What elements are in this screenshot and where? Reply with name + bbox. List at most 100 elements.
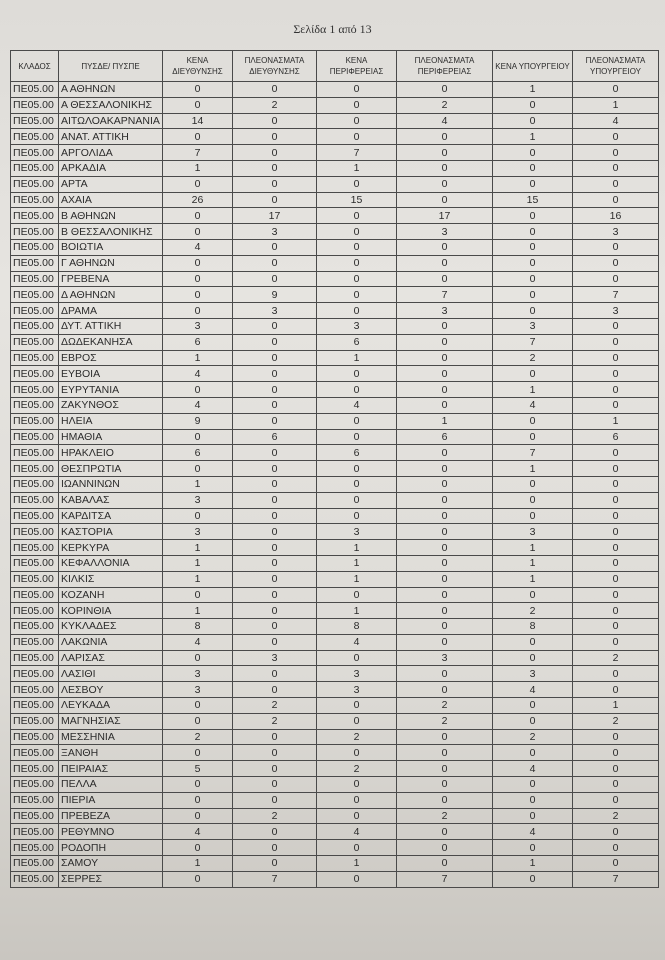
text-cell: ΛΕΣΒΟΥ (58, 681, 163, 699)
text-cell: ΠΕ05.00 (10, 159, 59, 177)
number-cell: 0 (572, 665, 659, 683)
number-cell: 3 (232, 223, 317, 240)
text-cell: ΑΧΑΙΑ (58, 191, 163, 209)
number-cell: 0 (162, 839, 233, 857)
text-cell: ΠΕ05.00 (10, 554, 59, 572)
number-cell: 0 (232, 144, 317, 161)
number-cell: 0 (396, 523, 493, 541)
number-cell: 0 (492, 207, 573, 225)
number-cell: 6 (316, 444, 397, 462)
number-cell: 0 (396, 744, 493, 762)
number-cell: 2 (232, 712, 317, 730)
table-row: ΠΕ05.00 ΛΕΣΒΟΥ 3 0 3 0 4 0 (10, 681, 659, 699)
number-cell: 0 (162, 96, 233, 114)
number-cell: 0 (232, 539, 317, 556)
table-row: ΠΕ05.00 Α ΘΕΣΣΑΛΟΝΙΚΗΣ 0 2 0 2 0 1 (10, 96, 659, 114)
number-cell: 0 (396, 175, 493, 193)
text-cell: ΠΕ05.00 (10, 365, 59, 383)
number-cell: 1 (492, 460, 573, 477)
number-cell: 2 (492, 728, 573, 746)
number-cell: 0 (396, 570, 493, 588)
table-row: ΠΕ05.00 ΛΑΚΩΝΙΑ 4 0 4 0 0 0 (10, 633, 659, 651)
table-row: ΠΕ05.00 ΑΝΑΤ. ΑΤΤΙΚΗ 0 0 0 0 1 0 (10, 128, 659, 146)
text-cell: ΠΕ05.00 (10, 507, 59, 525)
text-cell: ΔΡΑΜΑ (58, 302, 163, 319)
text-cell: ΗΡΑΚΛΕΙΟ (58, 444, 163, 462)
number-cell: 15 (316, 191, 397, 209)
text-cell: ΙΩΑΝΝΙΝΩΝ (58, 475, 163, 493)
number-cell: 1 (572, 697, 659, 714)
number-cell: 2 (492, 349, 573, 367)
number-cell: 3 (162, 317, 233, 335)
number-cell: 1 (316, 349, 397, 367)
number-cell: 2 (492, 602, 573, 620)
text-cell: ΔΩΔΕΚΑΝΗΣΑ (58, 333, 163, 351)
text-cell: ΠΕ05.00 (10, 112, 59, 130)
number-cell: 0 (572, 238, 659, 256)
number-cell: 0 (396, 681, 493, 699)
number-cell: 2 (572, 807, 659, 825)
table-row: ΠΕ05.00 ΚΕΦΑΛΛΟΝΙΑ 1 0 1 0 1 0 (10, 554, 659, 572)
number-cell: 0 (316, 238, 397, 256)
number-cell: 1 (492, 81, 573, 98)
text-cell: ΠΕ05.00 (10, 776, 59, 793)
text-cell: ΠΕ05.00 (10, 602, 59, 620)
number-cell: 0 (572, 191, 659, 209)
text-cell: ΚΑΣΤΟΡΙΑ (58, 523, 163, 541)
text-cell: ΞΑΝΘΗ (58, 744, 163, 762)
table-row: ΠΕ05.00 ΡΟΔΟΠΗ 0 0 0 0 0 0 (10, 839, 659, 857)
text-cell: ΠΕ05.00 (10, 870, 59, 888)
number-cell: 0 (232, 191, 317, 209)
text-cell: ΠΕ05.00 (10, 81, 59, 98)
table-row: ΠΕ05.00 ΠΡΕΒΕΖΑ 0 2 0 2 0 2 (10, 807, 659, 825)
number-cell: 0 (396, 81, 493, 98)
number-cell: 3 (572, 223, 659, 240)
table-row: ΠΕ05.00 ΓΡΕΒΕΝΑ 0 0 0 0 0 0 (10, 270, 659, 288)
table-row: ΠΕ05.00 ΚΑΒΑΛΑΣ 3 0 0 0 0 0 (10, 491, 659, 509)
number-cell: 0 (162, 175, 233, 193)
number-cell: 0 (232, 396, 317, 414)
text-cell: ΡΟΔΟΠΗ (58, 839, 163, 857)
number-cell: 2 (232, 697, 317, 714)
number-cell: 0 (162, 381, 233, 398)
text-cell: ΠΕ05.00 (10, 539, 59, 556)
number-cell: 7 (572, 870, 659, 888)
number-cell: 16 (572, 207, 659, 225)
number-cell: 3 (396, 649, 493, 667)
number-cell: 3 (492, 665, 573, 683)
text-cell: ΠΕ05.00 (10, 839, 59, 857)
number-cell: 0 (162, 207, 233, 225)
number-cell: 3 (232, 302, 317, 319)
number-cell: 6 (232, 428, 317, 446)
text-cell: ΕΒΡΟΣ (58, 349, 163, 367)
number-cell: 4 (316, 396, 397, 414)
number-cell: 3 (162, 491, 233, 509)
text-cell: ΓΡΕΒΕΝΑ (58, 270, 163, 288)
number-cell: 0 (572, 475, 659, 493)
number-cell: 0 (162, 807, 233, 825)
text-cell: ΠΕ05.00 (10, 191, 59, 209)
number-cell: 0 (316, 175, 397, 193)
number-cell: 0 (316, 207, 397, 225)
number-cell: 0 (572, 333, 659, 351)
number-cell: 0 (492, 270, 573, 288)
text-cell: ΠΕ05.00 (10, 475, 59, 493)
table-row: ΠΕ05.00 ΚΙΛΚΙΣ 1 0 1 0 1 0 (10, 570, 659, 588)
text-cell: ΠΕ05.00 (10, 144, 59, 161)
table-row: ΠΕ05.00 ΡΕΘΥΜΝΟ 4 0 4 0 4 0 (10, 823, 659, 841)
table-row: ΠΕ05.00 ΚΟΡΙΝΘΙΑ 1 0 1 0 2 0 (10, 602, 659, 620)
table-row: ΠΕ05.00 ΚΑΡΔΙΤΣΑ 0 0 0 0 0 0 (10, 507, 659, 525)
number-cell: 0 (572, 570, 659, 588)
text-cell: ΛΑΣΙΘΙ (58, 665, 163, 683)
text-cell: ΠΕ05.00 (10, 238, 59, 256)
text-cell: Β ΑΘΗΝΩΝ (58, 207, 163, 225)
number-cell: 0 (232, 760, 317, 778)
number-cell: 0 (396, 191, 493, 209)
number-cell: 0 (396, 333, 493, 351)
number-cell: 0 (396, 270, 493, 288)
number-cell: 1 (572, 96, 659, 114)
number-cell: 0 (492, 807, 573, 825)
text-cell: ΚΙΛΚΙΣ (58, 570, 163, 588)
number-cell: 0 (492, 286, 573, 304)
text-cell: ΑΡΤΑ (58, 175, 163, 193)
